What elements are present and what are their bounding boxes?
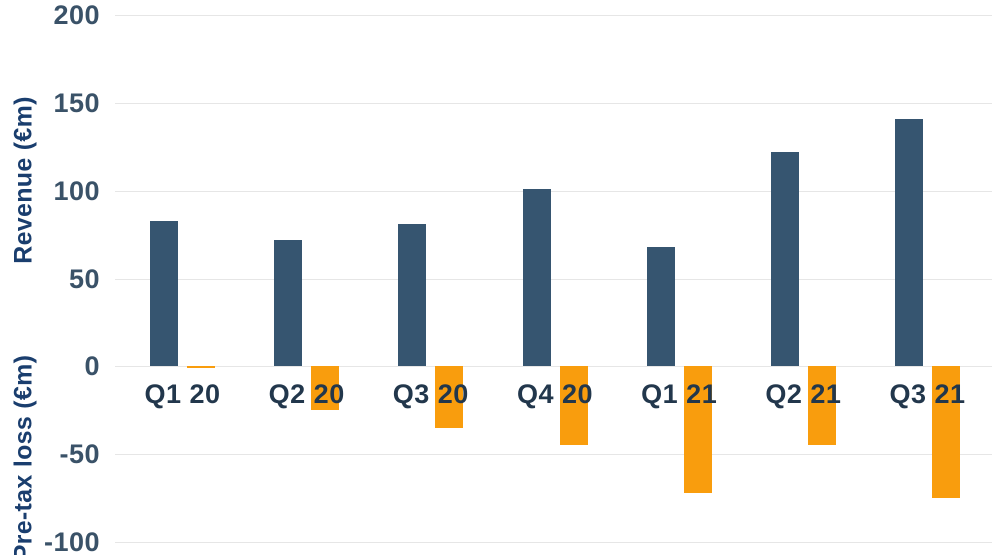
revenue-bar-q3-20 <box>398 224 427 367</box>
gridline-100 <box>115 191 992 192</box>
y-axis-title-pretax-loss: Pre-tax loss (€m) <box>9 354 38 555</box>
gridline--100 <box>115 542 992 543</box>
gridline-50 <box>115 279 992 280</box>
y-tick-label-200: 200 <box>53 0 100 30</box>
y-tick-label--50: -50 <box>59 439 100 470</box>
gridline-150 <box>115 103 992 104</box>
y-tick-label--100: -100 <box>43 527 100 555</box>
loss-bar-q1-21 <box>683 366 712 493</box>
loss-bar-q2-20 <box>311 366 340 411</box>
category-label-q2-20: Q2 20 <box>268 379 345 409</box>
gridline-200 <box>115 15 992 16</box>
category-label-q1-21: Q1 21 <box>641 379 718 409</box>
revenue-bar-q4-20 <box>522 188 551 367</box>
y-tick-label-0: 0 <box>84 351 100 382</box>
y-axis-title-revenue: Revenue (€m) <box>9 96 38 264</box>
revenue-bar-q3-21 <box>895 118 923 367</box>
category-label-q4-20: Q4 20 <box>516 379 594 409</box>
revenue-bar-q2-21 <box>770 152 799 367</box>
loss-bar-q3-20 <box>435 366 464 428</box>
loss-bar-q4-20 <box>559 366 588 446</box>
loss-bar-q1-20 <box>187 366 215 369</box>
revenue-bar-q2-20 <box>274 239 303 367</box>
y-tick-label-100: 100 <box>53 175 100 206</box>
category-label-q3-20: Q3 20 <box>392 379 469 409</box>
loss-bar-q2-21 <box>807 366 836 446</box>
revenue-bar-q1-20 <box>150 220 178 367</box>
category-label-q2-21: Q2 21 <box>765 379 842 409</box>
category-label-q3-21: Q3 21 <box>889 379 966 409</box>
y-tick-label-150: 150 <box>53 87 100 118</box>
revenue-bar-q1-21 <box>646 246 675 367</box>
gridline--50 <box>115 454 992 455</box>
gridline-0 <box>115 366 992 367</box>
loss-bar-q3-21 <box>932 366 960 499</box>
y-tick-label-50: 50 <box>68 263 100 294</box>
category-label-q1-20: Q1 20 <box>144 379 221 409</box>
